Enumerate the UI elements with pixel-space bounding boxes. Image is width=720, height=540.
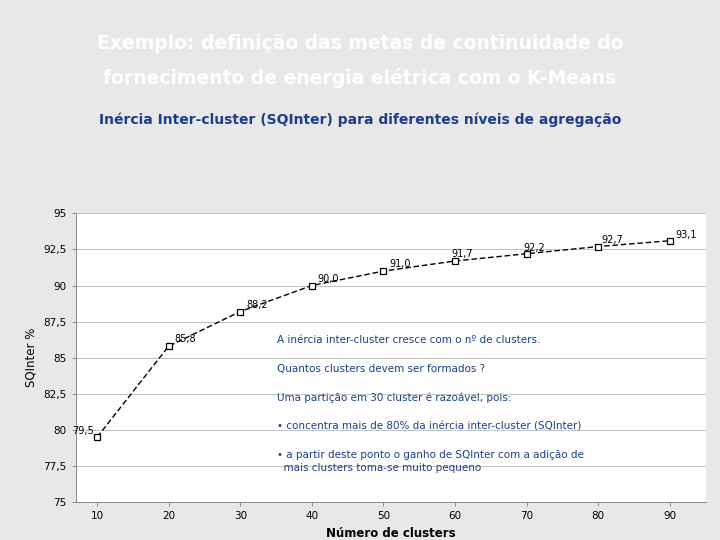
Text: Exemplo: definição das metas de continuidade do: Exemplo: definição das metas de continui… xyxy=(96,35,624,53)
X-axis label: Número de clusters: Número de clusters xyxy=(325,527,456,540)
Text: 92,2: 92,2 xyxy=(523,242,545,253)
Text: A inércia inter-cluster cresce com o nº de clusters.: A inércia inter-cluster cresce com o nº … xyxy=(277,335,541,345)
Text: 88,2: 88,2 xyxy=(246,300,268,310)
Text: 93,1: 93,1 xyxy=(675,230,697,240)
Text: 91,7: 91,7 xyxy=(451,249,473,259)
Text: • a partir deste ponto o ganho de SQInter com a adição de
  mais clusters toma-s: • a partir deste ponto o ganho de SQInte… xyxy=(277,450,584,472)
Text: Quantos clusters devem ser formados ?: Quantos clusters devem ser formados ? xyxy=(277,363,485,374)
Text: • concentra mais de 80% da inércia inter-cluster (SQInter): • concentra mais de 80% da inércia inter… xyxy=(277,421,582,431)
Text: 92,7: 92,7 xyxy=(602,235,624,245)
Text: fornecimento de energia elétrica com o K-Means: fornecimento de energia elétrica com o K… xyxy=(104,68,616,88)
Text: 85,8: 85,8 xyxy=(174,334,196,345)
Text: 91,0: 91,0 xyxy=(390,259,410,269)
Y-axis label: SQInter %: SQInter % xyxy=(24,328,37,387)
Text: 79,5: 79,5 xyxy=(72,427,94,436)
Text: Uma partição em 30 cluster é razoável, pois:: Uma partição em 30 cluster é razoável, p… xyxy=(277,393,512,403)
Text: 90,0: 90,0 xyxy=(318,274,339,284)
Text: Inércia Inter-cluster (SQInter) para diferentes níveis de agregação: Inércia Inter-cluster (SQInter) para dif… xyxy=(99,113,621,127)
